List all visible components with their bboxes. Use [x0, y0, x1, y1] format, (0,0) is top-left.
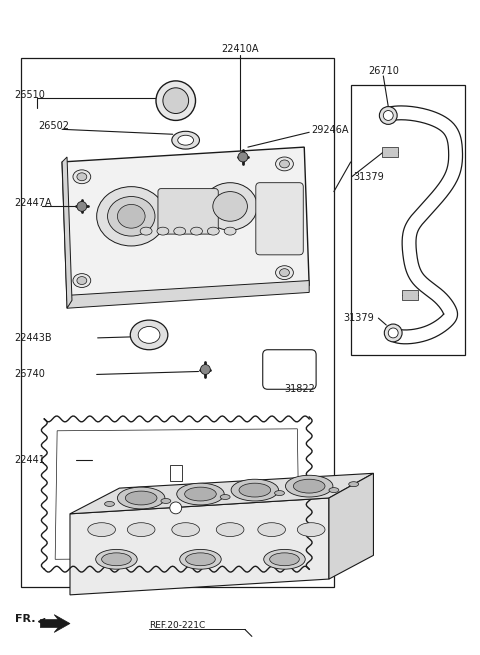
- Polygon shape: [62, 157, 72, 309]
- Polygon shape: [70, 474, 373, 514]
- Ellipse shape: [239, 483, 271, 497]
- Ellipse shape: [96, 550, 137, 569]
- Text: 26710: 26710: [368, 66, 399, 76]
- Ellipse shape: [73, 274, 91, 288]
- Circle shape: [163, 88, 189, 113]
- Ellipse shape: [258, 523, 286, 536]
- Ellipse shape: [118, 204, 145, 228]
- Bar: [402, 290, 418, 301]
- Bar: [383, 147, 398, 157]
- Ellipse shape: [178, 135, 193, 145]
- Ellipse shape: [275, 491, 285, 496]
- Ellipse shape: [207, 227, 219, 235]
- Ellipse shape: [96, 187, 166, 246]
- Ellipse shape: [127, 523, 155, 536]
- Text: 22447A: 22447A: [14, 198, 52, 208]
- Ellipse shape: [270, 553, 300, 566]
- Ellipse shape: [157, 227, 169, 235]
- Ellipse shape: [276, 266, 293, 280]
- Ellipse shape: [297, 523, 325, 536]
- Ellipse shape: [293, 479, 325, 493]
- Circle shape: [201, 365, 210, 375]
- Ellipse shape: [264, 550, 305, 569]
- Ellipse shape: [140, 227, 152, 235]
- Text: 31379: 31379: [344, 313, 374, 323]
- Text: 26740: 26740: [14, 369, 46, 379]
- Circle shape: [170, 502, 182, 514]
- Ellipse shape: [203, 183, 257, 230]
- Ellipse shape: [231, 479, 278, 501]
- Text: FR.: FR.: [14, 614, 35, 624]
- Text: 31379: 31379: [354, 172, 384, 182]
- Ellipse shape: [224, 227, 236, 235]
- Circle shape: [384, 324, 402, 342]
- Ellipse shape: [88, 523, 116, 536]
- Ellipse shape: [172, 523, 200, 536]
- Ellipse shape: [329, 487, 339, 493]
- Text: 22441: 22441: [14, 455, 46, 466]
- Bar: [21, 58, 334, 587]
- Ellipse shape: [125, 491, 157, 505]
- Polygon shape: [55, 429, 300, 559]
- Circle shape: [388, 328, 398, 338]
- Ellipse shape: [213, 192, 247, 221]
- Ellipse shape: [130, 320, 168, 350]
- Ellipse shape: [349, 481, 359, 487]
- Ellipse shape: [105, 502, 114, 506]
- Ellipse shape: [276, 157, 293, 171]
- Ellipse shape: [177, 483, 224, 505]
- Polygon shape: [42, 417, 311, 571]
- Ellipse shape: [138, 326, 160, 343]
- Ellipse shape: [220, 495, 230, 500]
- Ellipse shape: [161, 498, 171, 504]
- Text: 22410A: 22410A: [221, 45, 259, 54]
- Ellipse shape: [279, 269, 289, 276]
- Ellipse shape: [286, 476, 333, 497]
- Polygon shape: [40, 614, 70, 633]
- Ellipse shape: [77, 173, 87, 181]
- Ellipse shape: [172, 131, 200, 149]
- Circle shape: [379, 107, 397, 124]
- Ellipse shape: [180, 550, 221, 569]
- Text: 26510: 26510: [14, 90, 46, 100]
- FancyBboxPatch shape: [263, 350, 316, 389]
- Circle shape: [384, 111, 393, 121]
- Bar: [351, 85, 466, 354]
- FancyBboxPatch shape: [158, 189, 218, 234]
- Text: 26502: 26502: [38, 121, 70, 132]
- Bar: [170, 466, 182, 481]
- Text: 31822: 31822: [285, 384, 315, 394]
- Ellipse shape: [186, 553, 216, 566]
- Ellipse shape: [108, 196, 155, 236]
- Polygon shape: [62, 147, 309, 301]
- Text: REF.20-221C: REF.20-221C: [149, 621, 205, 630]
- Text: 22443B: 22443B: [14, 333, 52, 343]
- Ellipse shape: [77, 276, 87, 284]
- Circle shape: [238, 152, 248, 162]
- Ellipse shape: [118, 487, 165, 509]
- Polygon shape: [329, 474, 373, 579]
- FancyBboxPatch shape: [256, 183, 303, 255]
- Polygon shape: [70, 498, 329, 595]
- Circle shape: [77, 202, 87, 212]
- Ellipse shape: [279, 160, 289, 168]
- Ellipse shape: [191, 227, 203, 235]
- Text: 29246A: 29246A: [311, 125, 348, 136]
- Ellipse shape: [73, 170, 91, 183]
- Ellipse shape: [174, 227, 186, 235]
- Ellipse shape: [102, 553, 131, 566]
- Ellipse shape: [216, 523, 244, 536]
- Ellipse shape: [185, 487, 216, 501]
- Polygon shape: [67, 280, 309, 309]
- Circle shape: [156, 81, 195, 121]
